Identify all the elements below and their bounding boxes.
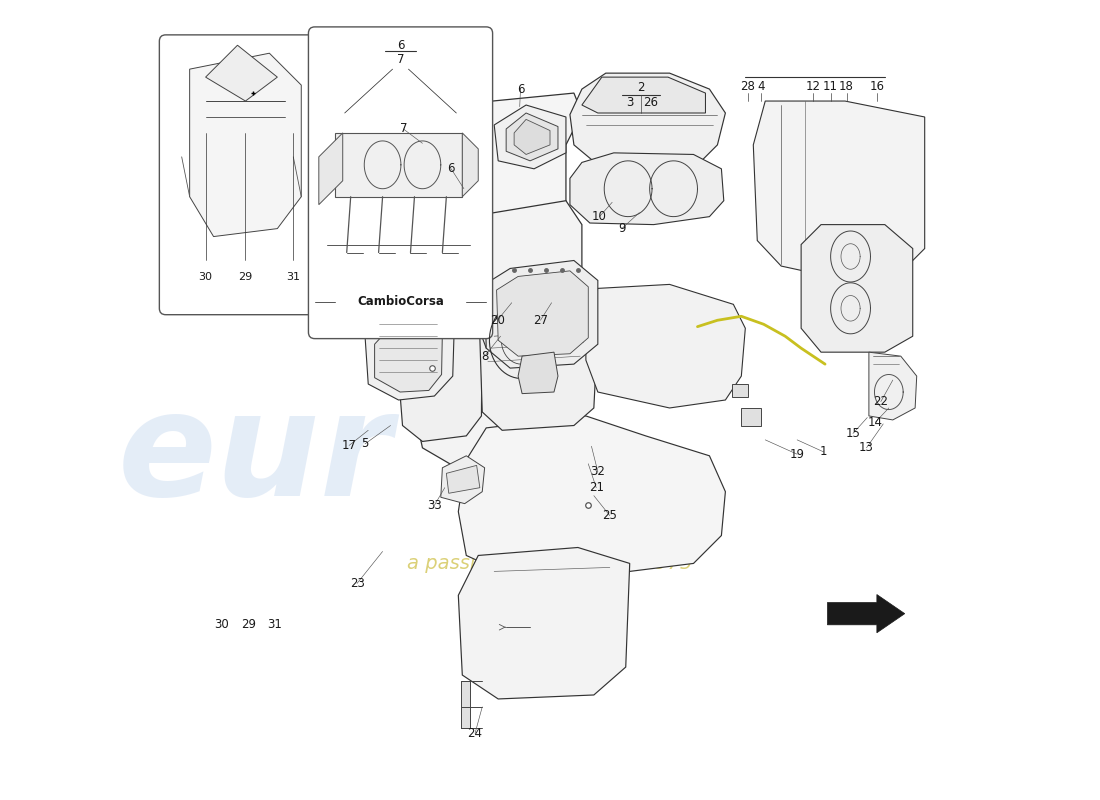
Polygon shape — [801, 225, 913, 352]
Polygon shape — [827, 594, 905, 633]
Text: 6: 6 — [448, 162, 455, 175]
Text: 18: 18 — [839, 80, 854, 93]
Text: 15: 15 — [846, 427, 860, 440]
Polygon shape — [586, 285, 746, 408]
Text: 4: 4 — [758, 80, 764, 93]
Polygon shape — [447, 466, 480, 494]
Polygon shape — [397, 281, 482, 442]
Polygon shape — [478, 298, 565, 348]
Text: 8: 8 — [481, 350, 488, 362]
Text: 14: 14 — [868, 416, 883, 429]
Polygon shape — [506, 113, 558, 161]
Text: 3: 3 — [626, 96, 634, 109]
Text: 24: 24 — [468, 726, 483, 740]
Polygon shape — [441, 456, 485, 504]
Polygon shape — [407, 201, 582, 476]
Polygon shape — [189, 54, 301, 237]
Polygon shape — [365, 304, 454, 400]
Text: 31: 31 — [286, 273, 300, 282]
Polygon shape — [424, 93, 582, 328]
Text: 23: 23 — [350, 577, 364, 590]
Text: 22: 22 — [873, 395, 889, 408]
Text: 17: 17 — [342, 439, 356, 452]
Text: 29: 29 — [241, 618, 256, 631]
Text: a passion for cars since 1975: a passion for cars since 1975 — [407, 554, 693, 573]
Text: 32: 32 — [591, 466, 605, 478]
Polygon shape — [741, 408, 761, 426]
Text: 9: 9 — [618, 222, 626, 235]
Text: 7: 7 — [399, 122, 407, 135]
Text: 30: 30 — [199, 273, 212, 282]
Polygon shape — [459, 416, 725, 575]
Polygon shape — [869, 352, 916, 420]
Text: 10: 10 — [592, 210, 607, 223]
Text: 6: 6 — [517, 82, 525, 95]
Polygon shape — [570, 153, 724, 225]
Text: 20: 20 — [490, 314, 505, 326]
Polygon shape — [570, 73, 725, 165]
Polygon shape — [496, 271, 588, 356]
Text: eur: eur — [118, 386, 393, 526]
Text: 27: 27 — [532, 314, 548, 326]
Text: 19: 19 — [790, 448, 804, 461]
Polygon shape — [334, 133, 462, 197]
Text: 30: 30 — [214, 618, 229, 631]
Polygon shape — [462, 133, 478, 197]
Polygon shape — [732, 384, 748, 397]
Text: 2: 2 — [637, 81, 645, 94]
Text: 5: 5 — [362, 438, 369, 450]
Text: 11: 11 — [823, 80, 838, 93]
Text: 29: 29 — [239, 273, 253, 282]
FancyBboxPatch shape — [308, 27, 493, 338]
Polygon shape — [485, 261, 597, 368]
Text: 28: 28 — [740, 80, 755, 93]
Polygon shape — [518, 352, 558, 394]
Polygon shape — [461, 681, 471, 729]
Text: 33: 33 — [427, 498, 442, 512]
Polygon shape — [514, 119, 550, 154]
FancyBboxPatch shape — [160, 35, 320, 314]
Polygon shape — [459, 547, 629, 699]
Text: 13: 13 — [859, 442, 873, 454]
Polygon shape — [754, 101, 925, 277]
Text: 7: 7 — [397, 53, 405, 66]
Text: 1: 1 — [820, 446, 827, 458]
Polygon shape — [480, 308, 597, 430]
Polygon shape — [319, 133, 343, 205]
Polygon shape — [582, 77, 705, 113]
Polygon shape — [375, 314, 442, 392]
Text: 12: 12 — [805, 80, 821, 93]
Text: 6: 6 — [397, 38, 405, 52]
Text: 16: 16 — [869, 80, 884, 93]
Text: 21: 21 — [588, 481, 604, 494]
Text: 31: 31 — [266, 618, 282, 631]
Text: 26: 26 — [642, 96, 658, 109]
Text: 25: 25 — [603, 509, 617, 522]
Text: CambioCorsa: CambioCorsa — [358, 295, 444, 309]
Polygon shape — [206, 46, 277, 101]
Polygon shape — [494, 105, 565, 169]
